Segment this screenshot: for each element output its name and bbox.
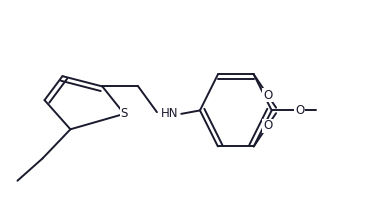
Text: O: O xyxy=(263,89,272,102)
Text: S: S xyxy=(121,107,128,120)
Text: O: O xyxy=(263,119,272,132)
Text: HN: HN xyxy=(161,107,179,120)
Text: O: O xyxy=(295,104,304,117)
